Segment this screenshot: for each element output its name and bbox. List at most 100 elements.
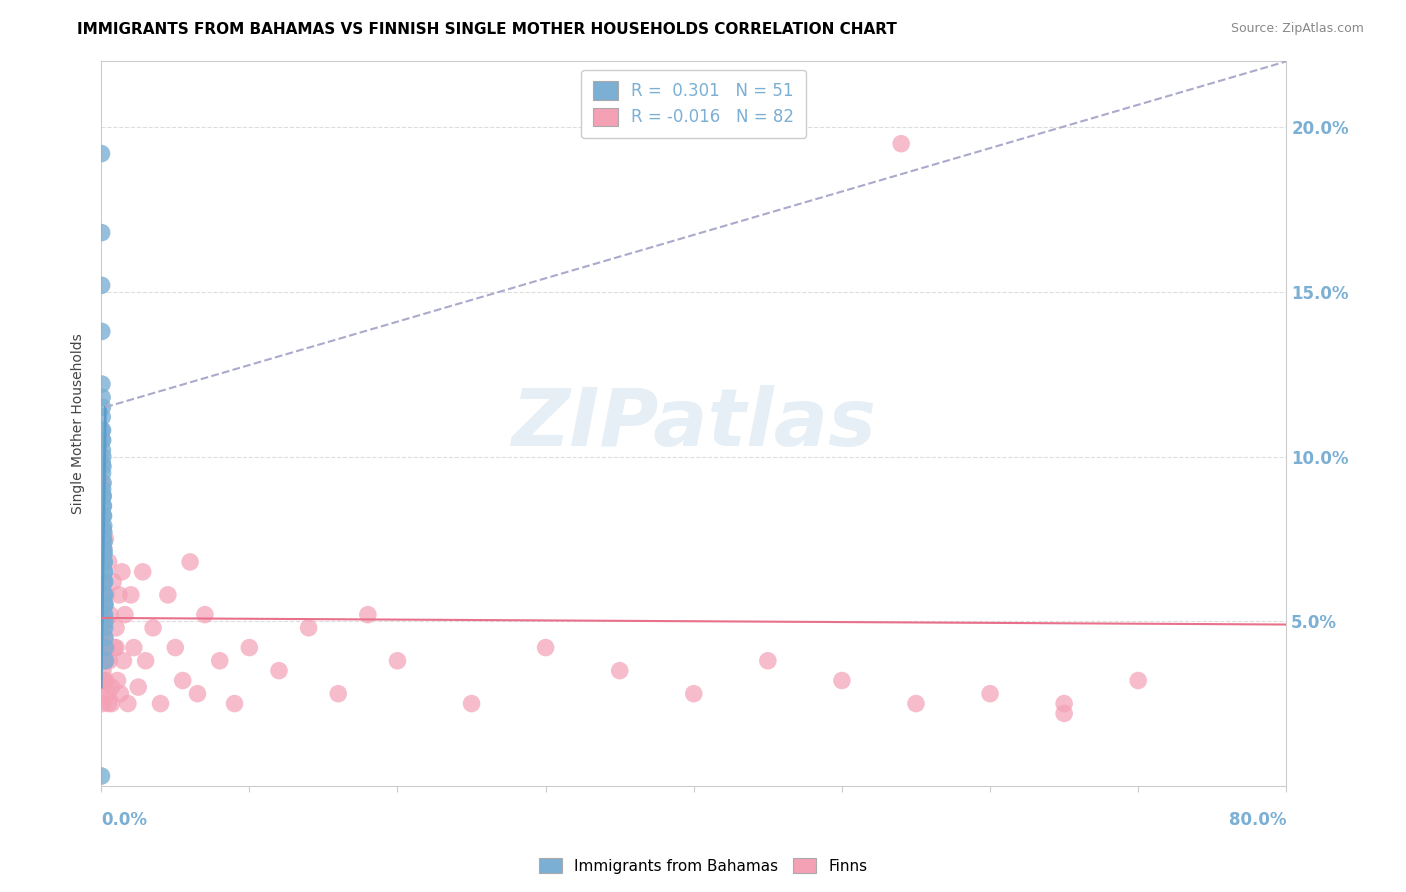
Point [91, 423, 114, 437]
Point [114, 607, 136, 622]
Point [105, 640, 128, 655]
Point [93, 598, 115, 612]
Point [90, 555, 112, 569]
Point [91, 377, 114, 392]
Text: ZIPatlas: ZIPatlas [512, 384, 876, 463]
Point [93, 508, 115, 523]
Point [107, 673, 129, 688]
Point [90, 325, 112, 339]
Point [93, 555, 115, 569]
Point [135, 654, 157, 668]
Point [93, 555, 115, 569]
Point [91, 631, 114, 645]
Point [208, 654, 231, 668]
Point [93, 565, 115, 579]
Point [100, 697, 122, 711]
Point [111, 565, 134, 579]
Point [93, 518, 115, 533]
Point [110, 687, 132, 701]
Point [97, 697, 120, 711]
Point [91, 433, 114, 447]
Text: 0.0%: 0.0% [101, 811, 148, 830]
Point [91, 541, 114, 556]
Point [91, 450, 114, 464]
Point [91, 697, 114, 711]
Point [91, 459, 114, 474]
Point [117, 697, 139, 711]
Point [91, 489, 114, 503]
Point [172, 673, 194, 688]
Point [94, 673, 117, 688]
Text: 80.0%: 80.0% [1229, 811, 1286, 830]
Point [93, 541, 115, 556]
Y-axis label: Single Mother Households: Single Mother Households [72, 334, 86, 514]
Point [98, 654, 121, 668]
Point [90, 146, 112, 161]
Point [831, 673, 853, 688]
Point [756, 654, 779, 668]
Point [94, 621, 117, 635]
Point [194, 607, 217, 622]
Point [904, 697, 927, 711]
Point [224, 697, 246, 711]
Point [91, 588, 114, 602]
Point [91, 475, 114, 490]
Point [93, 673, 115, 688]
Point [94, 631, 117, 645]
Point [94, 598, 117, 612]
Point [91, 574, 114, 589]
Point [93, 499, 115, 513]
Point [142, 621, 165, 635]
Point [94, 614, 117, 628]
Point [979, 687, 1001, 701]
Point [103, 640, 125, 655]
Point [91, 433, 114, 447]
Point [93, 607, 115, 622]
Point [609, 664, 631, 678]
Point [112, 654, 135, 668]
Point [387, 654, 409, 668]
Point [90, 508, 112, 523]
Point [93, 565, 115, 579]
Point [91, 489, 114, 503]
Point [105, 621, 128, 635]
Point [94, 532, 117, 546]
Point [96, 654, 118, 668]
Point [91, 442, 114, 457]
Point [94, 654, 117, 668]
Point [90, 278, 112, 293]
Point [682, 687, 704, 701]
Point [91, 621, 114, 635]
Point [91, 508, 114, 523]
Point [90, 607, 112, 622]
Point [93, 680, 115, 694]
Point [91, 654, 114, 668]
Point [149, 697, 172, 711]
Point [93, 525, 115, 540]
Point [131, 565, 153, 579]
Point [91, 640, 114, 655]
Point [91, 499, 114, 513]
Point [91, 640, 114, 655]
Point [93, 535, 115, 549]
Point [267, 664, 290, 678]
Point [90, 532, 112, 546]
Point [98, 607, 121, 622]
Point [97, 555, 120, 569]
Point [91, 456, 114, 470]
Point [890, 136, 912, 151]
Point [91, 466, 114, 480]
Point [91, 423, 114, 437]
Point [108, 588, 131, 602]
Point [94, 598, 117, 612]
Point [94, 631, 117, 645]
Point [96, 588, 118, 602]
Point [238, 640, 260, 655]
Point [96, 640, 118, 655]
Point [120, 588, 142, 602]
Point [93, 555, 115, 569]
Point [91, 410, 114, 425]
Point [460, 697, 482, 711]
Point [100, 680, 122, 694]
Point [93, 588, 115, 602]
